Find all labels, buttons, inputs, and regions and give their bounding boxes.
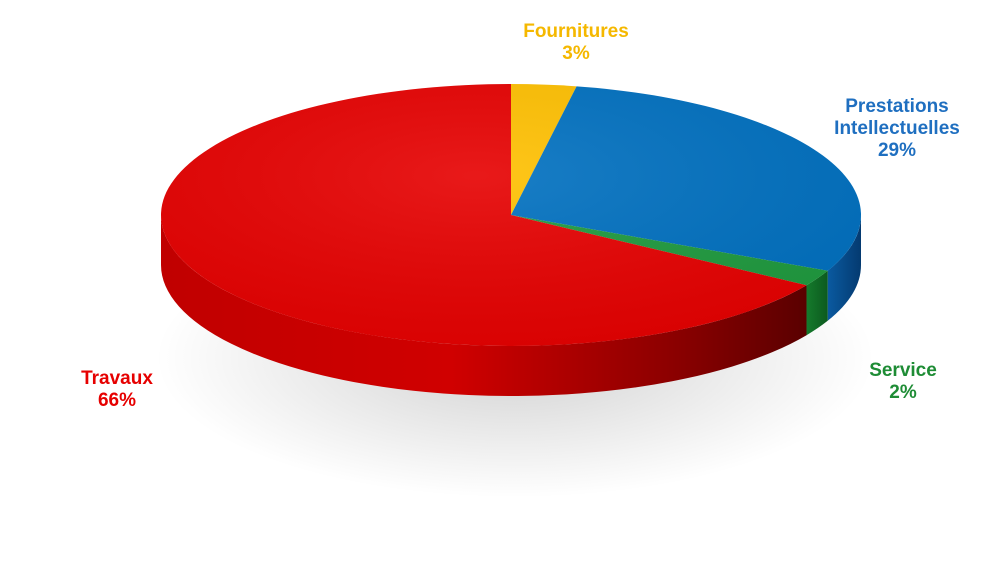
pie-side-travaux: [161, 215, 807, 396]
data-label-fournitures: Fournitures 3%: [523, 21, 629, 65]
data-label-service: Service 2%: [869, 360, 937, 404]
data-label-service-line-1: Service: [869, 360, 937, 381]
data-label-fournitures-line-2: 3%: [562, 43, 590, 64]
data-label-prestations-line-2: Intellectuelles: [834, 118, 960, 139]
data-label-prestations-line-1: Prestations: [845, 96, 949, 117]
data-label-travaux-line-2: 66%: [97, 390, 137, 411]
data-label-prestations-line-3: 29%: [877, 140, 917, 161]
data-label-travaux-line-1: Travaux: [81, 368, 153, 389]
pie-sides: [161, 215, 862, 396]
pie-side-service: [806, 270, 828, 336]
pie-top-sheen: [161, 84, 861, 346]
data-label-service-line-2: 2%: [889, 382, 917, 403]
data-label-prestations: Prestations Intellectuelles 29%: [834, 96, 960, 162]
data-label-travaux: Travaux 66%: [81, 368, 153, 412]
data-label-fournitures-line-1: Fournitures: [523, 21, 629, 42]
pie-top: [160, 83, 861, 346]
pie-side-prestations-intellectuelles: [827, 215, 862, 321]
